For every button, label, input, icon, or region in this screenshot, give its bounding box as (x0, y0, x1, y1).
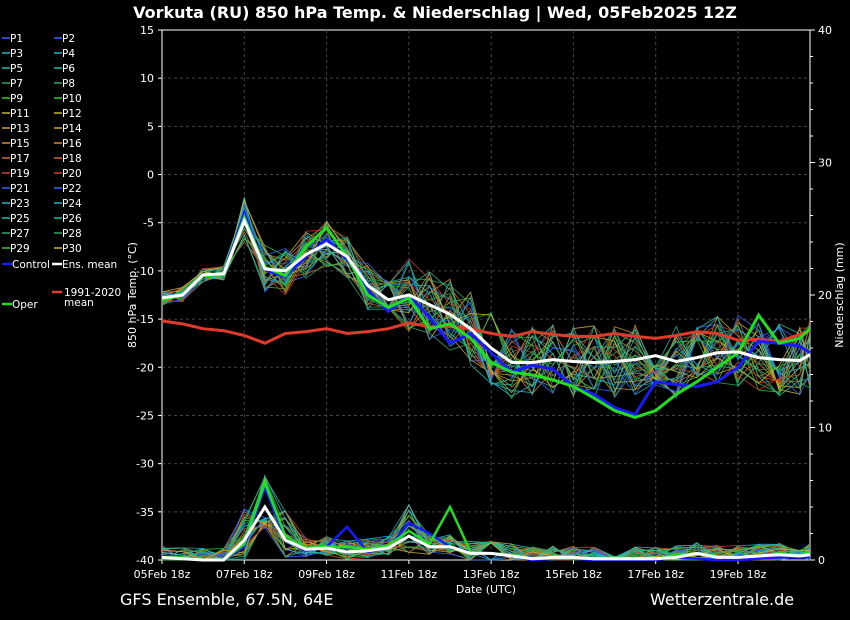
chart-title: Vorkuta (RU) 850 hPa Temp. & Niederschla… (133, 3, 737, 23)
x-axis-label: Date (UTC) (456, 583, 516, 596)
x-tick-label: 09Feb 18z (298, 568, 355, 581)
member-temp-line (161, 206, 811, 396)
left-tick-label: 5 (147, 120, 154, 133)
grid-lines (162, 30, 810, 560)
right-tick-label: 30 (818, 157, 832, 170)
legend-label-p15: P15 (10, 138, 30, 150)
ens-mean-temp-line (161, 216, 811, 365)
left-axis-label: 850 hPa Temp. (°C) (126, 242, 139, 348)
left-tick-label: -15 (136, 313, 154, 326)
legend: P1 P2 P3 P4 P5 P6 P7 P8 P9 P10 P11 P12 P13 P14 P15 P16 P… (2, 33, 121, 311)
left-tick-label: 0 (147, 169, 154, 182)
right-axis-ticks: 40 30 20 10 0 (810, 24, 832, 567)
legend-label-p24: P24 (62, 198, 82, 210)
legend-label-p4: P4 (62, 48, 75, 60)
footer-model-info: GFS Ensemble, 67.5N, 64E (120, 590, 334, 609)
right-axis-label: Niederschlag (mm) (833, 242, 846, 347)
legend-label-p18: P18 (62, 153, 82, 165)
member-temp-line (161, 234, 811, 400)
legend-label-p5: P5 (10, 63, 23, 75)
legend-label-p30: P30 (62, 243, 82, 255)
legend-label-ens-mean: Ens. mean (62, 259, 117, 271)
legend-label-p16: P16 (62, 138, 82, 150)
x-tick-label: 07Feb 18z (216, 568, 273, 581)
left-tick-label: 10 (140, 72, 154, 85)
legend-label-control: Control (12, 259, 50, 271)
right-tick-label: 10 (818, 422, 832, 435)
member-temp-line (162, 233, 811, 394)
legend-label-p1: P1 (10, 33, 23, 45)
legend-label-p10: P10 (62, 93, 82, 105)
x-tick-label: 05Feb 18z (134, 568, 191, 581)
left-tick-label: -40 (136, 554, 154, 567)
right-tick-label: 40 (818, 24, 832, 37)
legend-label-p27: P27 (10, 228, 30, 240)
x-axis-ticks: 05Feb 18z 07Feb 18z 09Feb 18z 11Feb 18z 13Fe… (134, 560, 767, 581)
x-tick-label: 19Feb 18z (710, 568, 767, 581)
legend-label-p28: P28 (62, 228, 82, 240)
legend-label-p19: P19 (10, 168, 30, 180)
legend-label-p25: P25 (10, 213, 30, 225)
left-tick-label: -5 (143, 217, 154, 230)
ens-mean-precip-line (161, 504, 811, 562)
member-temp-line (161, 237, 811, 390)
right-tick-label: 20 (818, 289, 832, 302)
legend-label-p14: P14 (62, 123, 82, 135)
legend-label-p23: P23 (10, 198, 30, 210)
left-axis-ticks: 15 10 5 0 -5 -10 -15 -20 -25 -30 -35 -40 (136, 24, 162, 567)
legend-label-p2: P2 (62, 33, 75, 45)
legend-label-p12: P12 (62, 108, 82, 120)
legend-label-p21: P21 (10, 183, 30, 195)
x-tick-label: 17Feb 18z (627, 568, 684, 581)
legend-label-p17: P17 (10, 153, 30, 165)
legend-label-p11: P11 (10, 108, 30, 120)
legend-label-p8: P8 (62, 78, 75, 90)
right-tick-label: 0 (818, 554, 825, 567)
left-tick-label: -10 (136, 265, 154, 278)
footer-source: Wetterzentrale.de (650, 590, 795, 609)
left-tick-label: 15 (140, 24, 154, 37)
x-tick-label: 11Feb 18z (380, 568, 437, 581)
left-tick-label: -25 (136, 409, 154, 422)
legend-label-p20: P20 (62, 168, 82, 180)
legend-label-p29: P29 (10, 243, 30, 255)
x-tick-label: 15Feb 18z (545, 568, 602, 581)
left-tick-label: -30 (136, 458, 154, 471)
legend-label-p3: P3 (10, 48, 23, 60)
legend-label-climate-mean: 1991-2020 mean (64, 287, 121, 309)
left-tick-label: -20 (136, 361, 154, 374)
main-series (161, 208, 812, 562)
legend-label-p6: P6 (62, 63, 75, 75)
legend-label-p9: P9 (10, 93, 23, 105)
legend-label-p26: P26 (62, 213, 82, 225)
legend-label-oper: Oper (12, 299, 38, 311)
plot-area (161, 29, 811, 561)
legend-label-p13: P13 (10, 123, 30, 135)
left-tick-label: -35 (136, 506, 154, 519)
member-temp-line (161, 199, 811, 390)
climate-mean-line (161, 319, 811, 345)
control-temp-line (161, 208, 811, 417)
legend-label-p7: P7 (10, 78, 23, 90)
x-tick-label: 13Feb 18z (463, 568, 520, 581)
legend-label-p22: P22 (62, 183, 82, 195)
